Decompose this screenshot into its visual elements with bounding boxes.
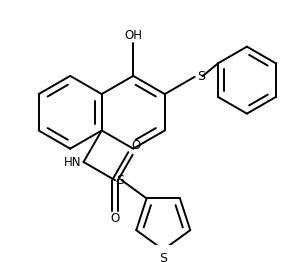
Text: S: S	[197, 70, 205, 83]
Text: S: S	[159, 252, 167, 262]
Text: HN: HN	[64, 156, 82, 168]
Text: S: S	[116, 174, 124, 187]
Text: O: O	[132, 139, 141, 152]
Text: OH: OH	[124, 29, 142, 42]
Text: O: O	[110, 212, 120, 226]
